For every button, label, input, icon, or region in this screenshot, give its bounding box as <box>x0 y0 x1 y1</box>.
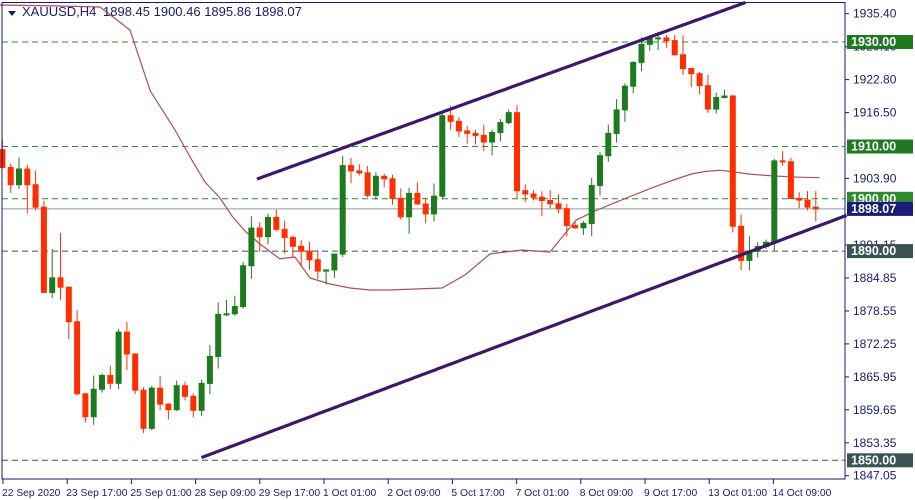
svg-text:1898.45 1900.46 1895.86 1898.0: 1898.45 1900.46 1895.86 1898.07 <box>103 4 302 19</box>
svg-text:1898.07: 1898.07 <box>851 202 896 216</box>
svg-text:8 Oct 09:00: 8 Oct 09:00 <box>580 488 634 499</box>
svg-text:1916.50: 1916.50 <box>853 106 897 120</box>
svg-text:1853.35: 1853.35 <box>853 436 897 450</box>
svg-text:1878.55: 1878.55 <box>853 304 897 318</box>
svg-text:14 Oct 09:00: 14 Oct 09:00 <box>772 488 831 499</box>
svg-text:XAUUSD,H4: XAUUSD,H4 <box>22 4 96 19</box>
svg-text:1884.85: 1884.85 <box>853 271 897 285</box>
svg-text:1890.00: 1890.00 <box>851 244 896 258</box>
svg-text:1935.40: 1935.40 <box>853 7 897 21</box>
svg-text:1910.00: 1910.00 <box>851 140 896 154</box>
svg-text:23 Sep 17:00: 23 Sep 17:00 <box>66 488 128 499</box>
svg-text:1850.00: 1850.00 <box>851 453 896 467</box>
svg-text:1922.80: 1922.80 <box>853 73 897 87</box>
svg-text:1847.05: 1847.05 <box>853 469 897 483</box>
svg-text:29 Sep 17:00: 29 Sep 17:00 <box>259 488 321 499</box>
svg-text:1859.65: 1859.65 <box>853 403 897 417</box>
svg-text:2 Oct 09:00: 2 Oct 09:00 <box>387 488 441 499</box>
svg-text:13 Oct 01:00: 13 Oct 01:00 <box>708 488 767 499</box>
svg-text:1903.90: 1903.90 <box>853 171 897 185</box>
svg-text:7 Oct 01:00: 7 Oct 01:00 <box>516 488 570 499</box>
svg-text:22 Sep 2020: 22 Sep 2020 <box>2 488 61 499</box>
svg-text:28 Sep 09:00: 28 Sep 09:00 <box>195 488 257 499</box>
svg-text:1 Oct 01:00: 1 Oct 01:00 <box>323 488 377 499</box>
svg-text:1872.25: 1872.25 <box>853 337 897 351</box>
svg-text:1865.95: 1865.95 <box>853 370 897 384</box>
svg-text:25 Sep 01:00: 25 Sep 01:00 <box>130 488 192 499</box>
svg-text:9 Oct 17:00: 9 Oct 17:00 <box>644 488 698 499</box>
svg-text:1930.00: 1930.00 <box>851 35 896 49</box>
svg-text:5 Oct 17:00: 5 Oct 17:00 <box>451 488 505 499</box>
